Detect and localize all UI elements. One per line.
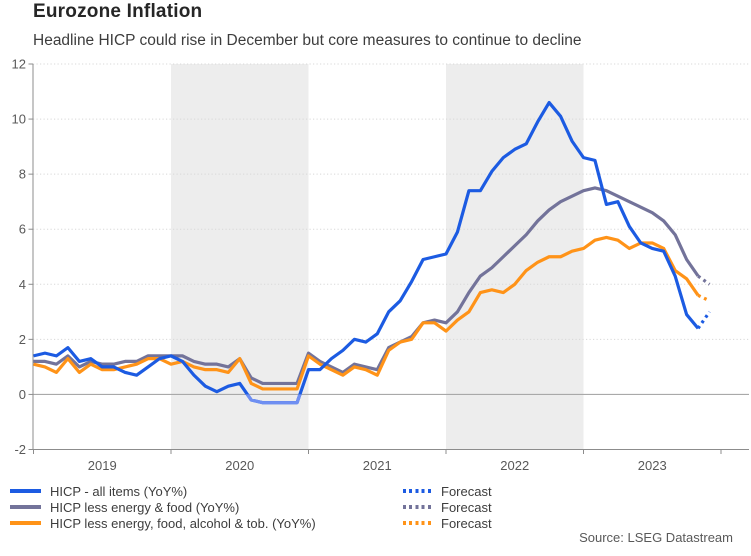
source-attribution: Source: LSEG Datastream [579, 530, 733, 545]
core-forecast-swatch [403, 521, 432, 525]
y-tick-label: 12 [12, 57, 26, 72]
y-tick-label: 10 [12, 112, 26, 127]
legend-item-forecast-hicp: Forecast [403, 483, 492, 499]
legend-item-forecast-less-energy-food: Forecast [403, 499, 492, 515]
legend-label: HICP less energy & food (YoY%) [50, 499, 240, 515]
y-tick-label: -2 [14, 442, 26, 457]
x-tick-label: 2020 [225, 458, 254, 473]
chart-subtitle: Headline HICP could rise in December but… [33, 32, 582, 49]
legend-item-core: HICP less energy, food, alcohol & tob. (… [10, 515, 316, 531]
x-tick-label: 2023 [638, 458, 667, 473]
hicp-all-items-line [33, 100, 700, 405]
x-tick-label: 2019 [88, 458, 117, 473]
legend-label: Forecast [441, 499, 492, 515]
hicp-forecast-swatch [403, 489, 432, 493]
hicp-less-energy-food-alcohol-tobacco-line [33, 235, 700, 391]
core-line-swatch [10, 521, 41, 525]
hicp-all-items-forecast-line [696, 310, 711, 330]
legend-forecast-column: Forecast Forecast Forecast [403, 483, 492, 531]
legend-label: Forecast [441, 483, 492, 499]
y-tick-label: 2 [19, 332, 26, 347]
legend-item-forecast-core: Forecast [403, 515, 492, 531]
core-wide-line-swatch [10, 505, 41, 509]
hicp-less-energy-food-alcohol-tobacco-forecast-line [697, 293, 711, 303]
hicp-less-energy-food-forecast-line [697, 274, 711, 286]
hicp-less-energy-food-line [33, 186, 700, 386]
shaded-year-band [171, 64, 309, 450]
legend-series-column: HICP - all items (YoY%) HICP less energy… [10, 483, 316, 531]
x-tick-label: 2022 [500, 458, 529, 473]
y-tick-label: 4 [19, 277, 26, 292]
legend-item-less-energy-food: HICP less energy & food (YoY%) [10, 499, 316, 515]
y-tick-label: 8 [19, 167, 26, 182]
y-tick-label: 0 [19, 387, 26, 402]
y-tick-label: 6 [19, 222, 26, 237]
hicp-line-swatch [10, 489, 41, 493]
page-title: Eurozone Inflation [33, 1, 203, 22]
legend-label: HICP - all items (YoY%) [50, 483, 188, 499]
x-tick-label: 2021 [363, 458, 392, 473]
legend-label: HICP less energy, food, alcohol & tob. (… [50, 515, 316, 531]
hicp-all-items-line-negative-tint [245, 394, 302, 405]
legend-label: Forecast [441, 515, 492, 531]
legend-item-hicp: HICP - all items (YoY%) [10, 483, 316, 499]
core-wide-forecast-swatch [403, 505, 432, 509]
